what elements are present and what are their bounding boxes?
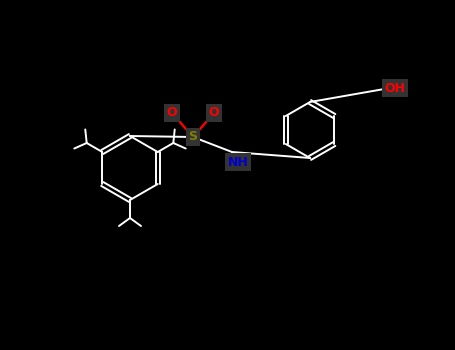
Text: S: S bbox=[188, 131, 197, 144]
Text: NH: NH bbox=[228, 155, 248, 168]
Text: O: O bbox=[209, 106, 219, 119]
Text: O: O bbox=[167, 106, 177, 119]
Text: OH: OH bbox=[384, 82, 405, 95]
